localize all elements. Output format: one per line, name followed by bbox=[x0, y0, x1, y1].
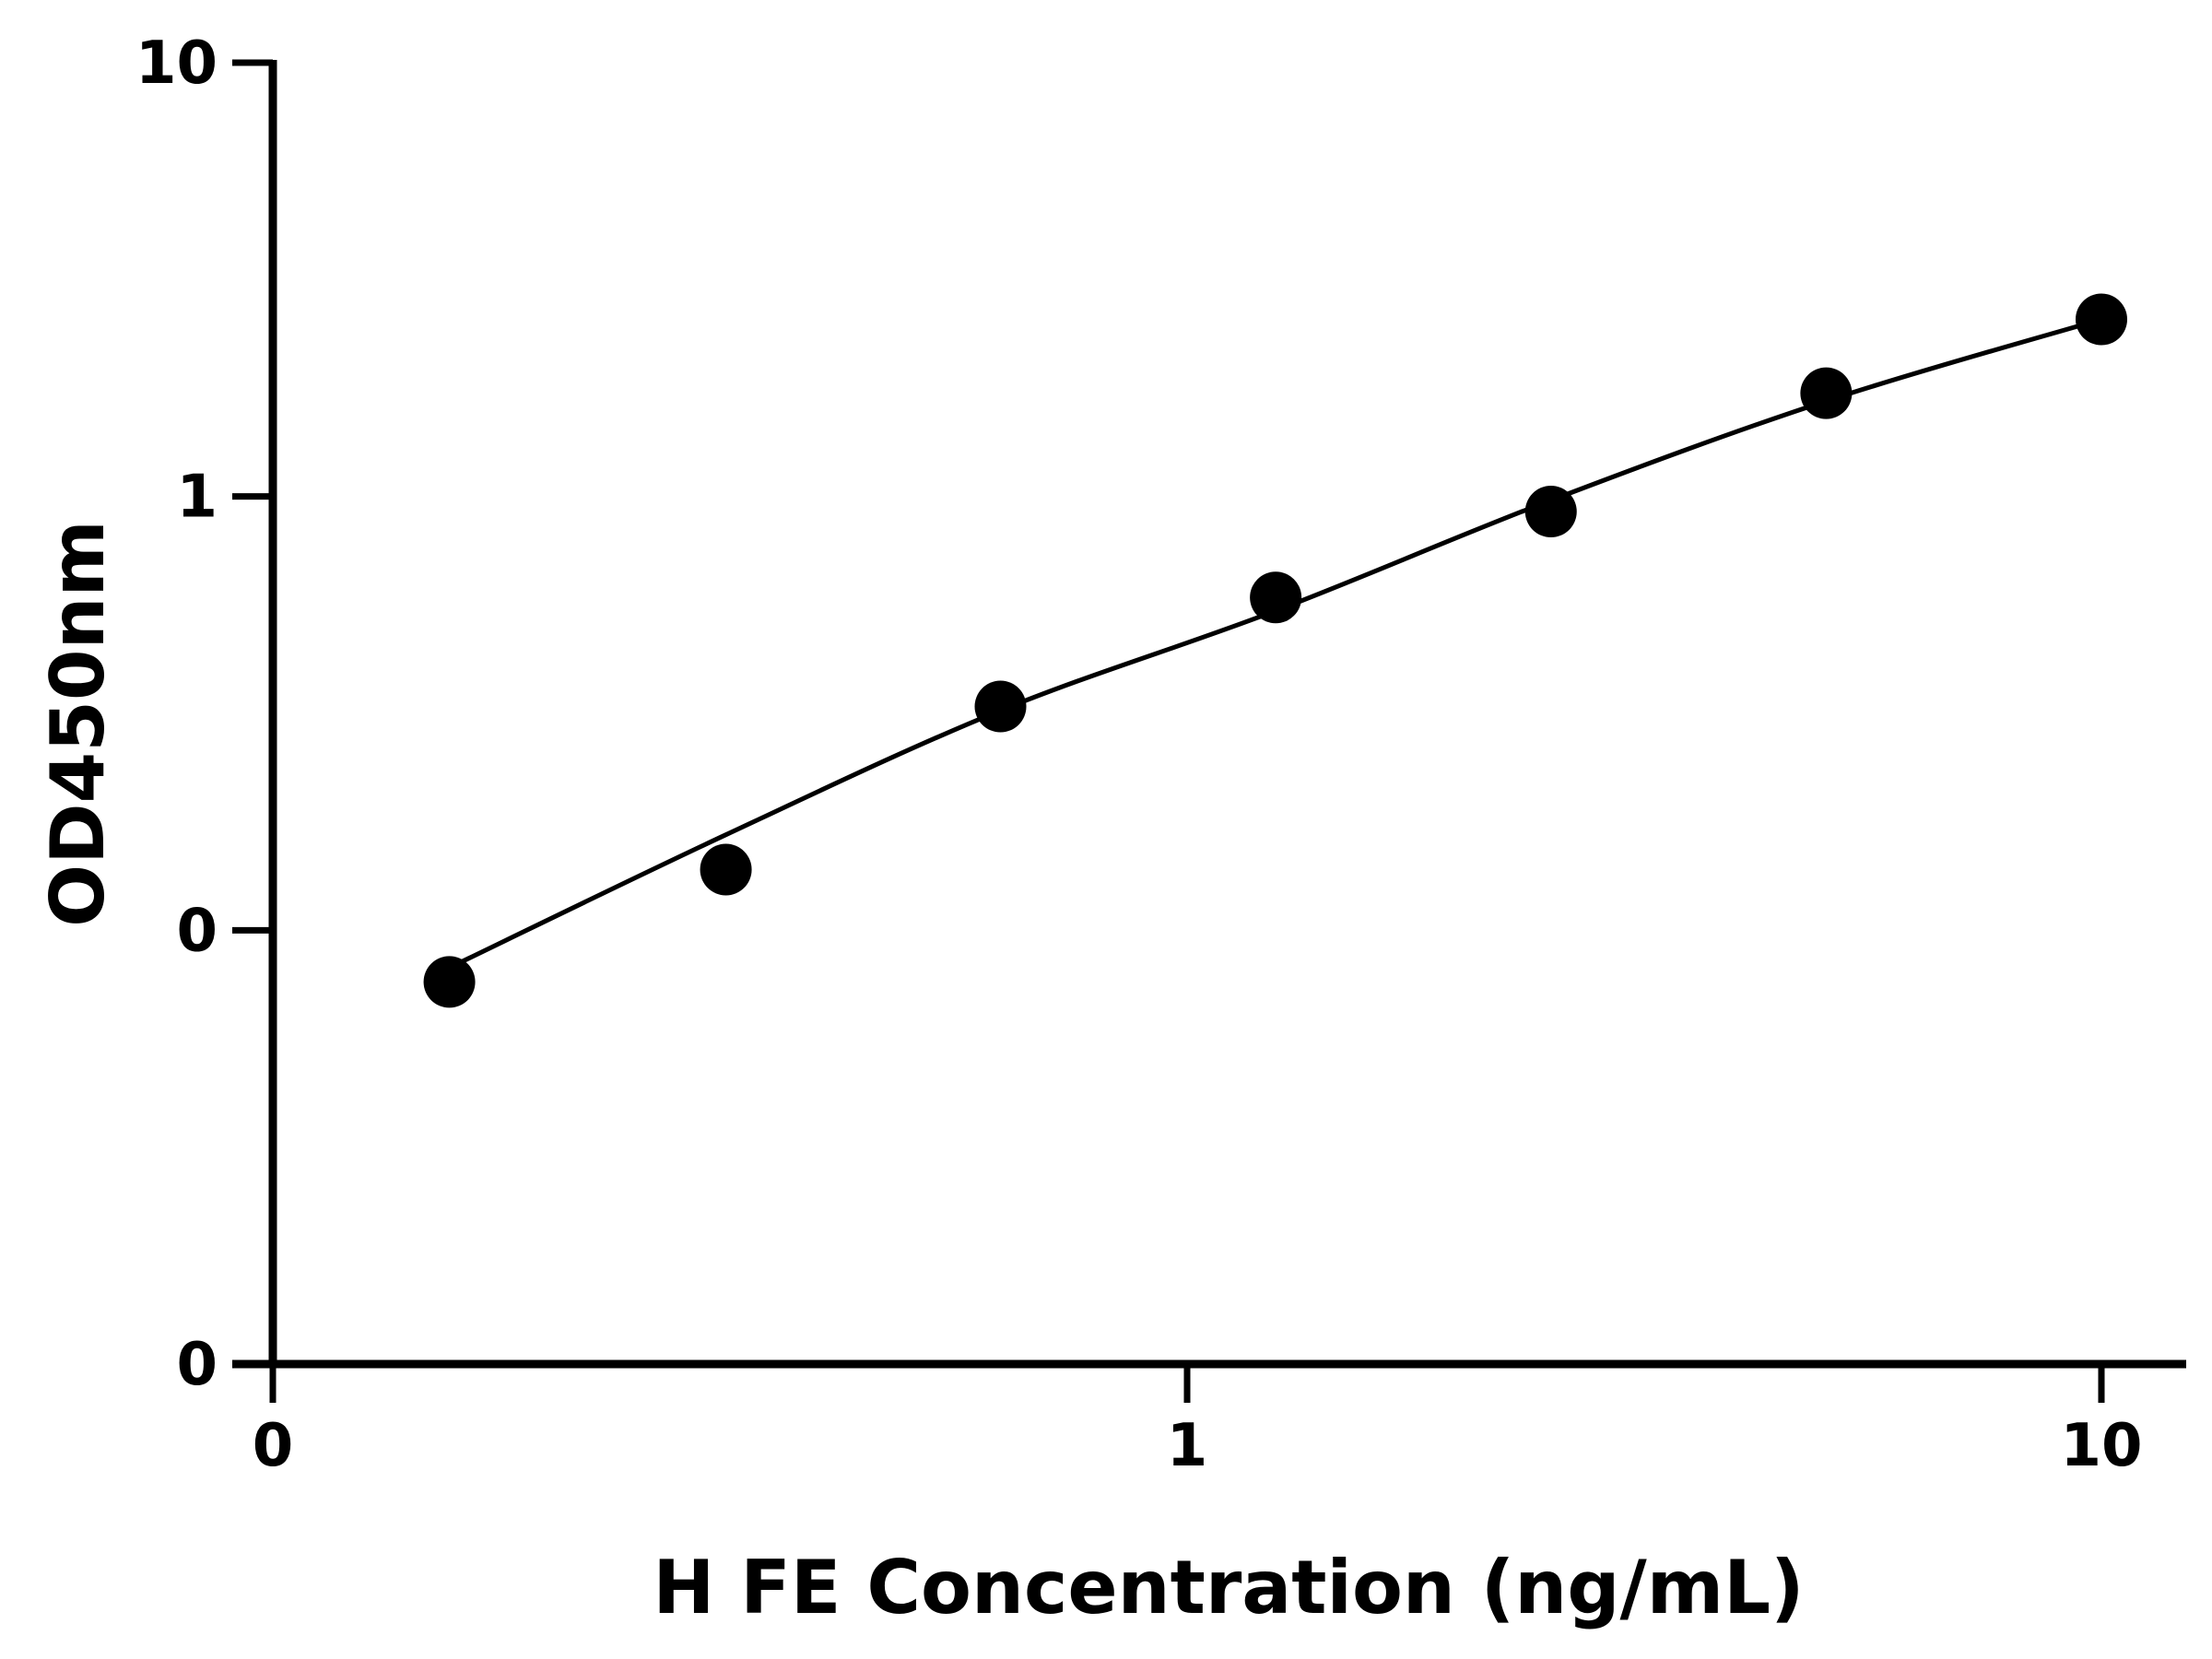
y-tick-label: 0 bbox=[176, 1331, 218, 1399]
data-point bbox=[2076, 293, 2127, 346]
data-point bbox=[700, 843, 752, 896]
data-point bbox=[423, 956, 476, 1008]
y-tick-label: 10 bbox=[135, 29, 218, 98]
x-tick-label: 1 bbox=[1167, 1412, 1208, 1480]
data-point bbox=[1524, 486, 1577, 538]
x-axis-ticks: 0 1 10 bbox=[253, 1364, 2143, 1480]
data-points bbox=[423, 293, 2127, 1008]
fit-curve-line bbox=[448, 317, 2102, 971]
y-axis-ticks: 0 0 1 10 bbox=[135, 29, 273, 1399]
y-tick-label: 0 bbox=[176, 897, 218, 965]
data-point bbox=[1250, 571, 1302, 624]
y-tick-label: 1 bbox=[176, 464, 218, 532]
data-point bbox=[1800, 367, 1853, 419]
x-tick-label: 0 bbox=[253, 1412, 294, 1480]
y-axis-title: OD450nm bbox=[35, 520, 121, 927]
x-axis-title: H FE Concentration (ng/mL) bbox=[653, 1545, 1804, 1630]
axes bbox=[232, 60, 2186, 1369]
x-tick-label: 10 bbox=[2060, 1412, 2142, 1480]
data-point bbox=[974, 680, 1027, 733]
